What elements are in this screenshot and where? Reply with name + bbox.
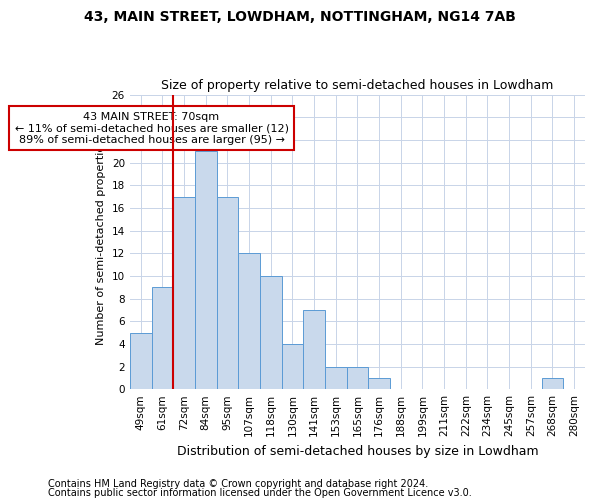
Bar bbox=[217, 196, 238, 389]
Title: Size of property relative to semi-detached houses in Lowdham: Size of property relative to semi-detach… bbox=[161, 79, 554, 92]
Bar bbox=[195, 151, 217, 389]
Bar bbox=[542, 378, 563, 389]
Bar bbox=[303, 310, 325, 389]
Text: 43 MAIN STREET: 70sqm
← 11% of semi-detached houses are smaller (12)
89% of semi: 43 MAIN STREET: 70sqm ← 11% of semi-deta… bbox=[14, 112, 289, 145]
Bar bbox=[325, 366, 347, 389]
Bar bbox=[281, 344, 303, 389]
Bar bbox=[152, 287, 173, 389]
X-axis label: Distribution of semi-detached houses by size in Lowdham: Distribution of semi-detached houses by … bbox=[176, 444, 538, 458]
Bar bbox=[130, 332, 152, 389]
Text: 43, MAIN STREET, LOWDHAM, NOTTINGHAM, NG14 7AB: 43, MAIN STREET, LOWDHAM, NOTTINGHAM, NG… bbox=[84, 10, 516, 24]
Bar bbox=[368, 378, 390, 389]
Bar bbox=[260, 276, 281, 389]
Bar bbox=[238, 253, 260, 389]
Text: Contains public sector information licensed under the Open Government Licence v3: Contains public sector information licen… bbox=[48, 488, 472, 498]
Y-axis label: Number of semi-detached properties: Number of semi-detached properties bbox=[96, 139, 106, 345]
Bar bbox=[173, 196, 195, 389]
Text: Contains HM Land Registry data © Crown copyright and database right 2024.: Contains HM Land Registry data © Crown c… bbox=[48, 479, 428, 489]
Bar bbox=[347, 366, 368, 389]
